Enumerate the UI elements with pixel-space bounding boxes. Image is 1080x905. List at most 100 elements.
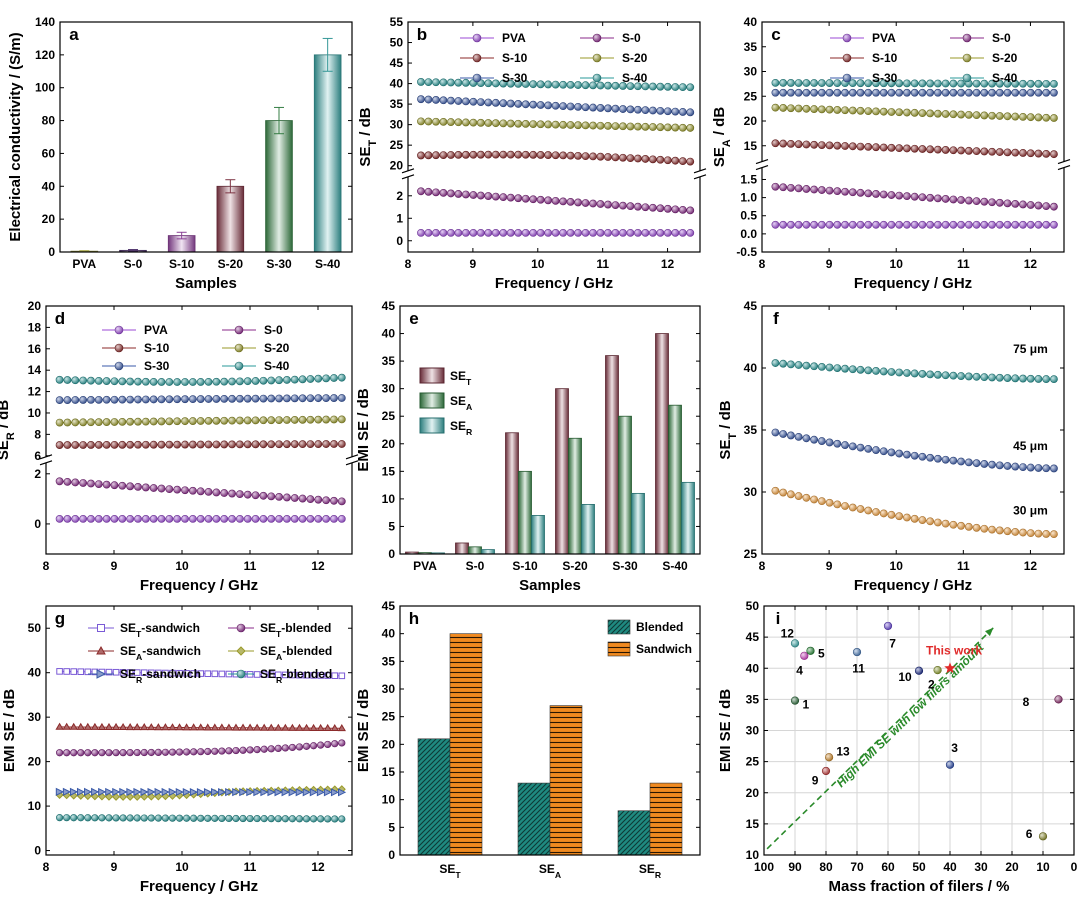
- data-point: [521, 100, 530, 109]
- data-point: [918, 88, 927, 97]
- data-point: [995, 88, 1004, 97]
- data-point: [1011, 200, 1020, 208]
- y-tick-label: 30: [746, 724, 760, 738]
- data-point: [204, 377, 213, 386]
- data-point: [1026, 201, 1035, 209]
- data-point: [228, 394, 236, 403]
- data-point: [980, 524, 989, 533]
- data-point: [566, 121, 575, 129]
- data-point: [260, 815, 268, 823]
- data-point: [686, 206, 695, 215]
- data-point: [322, 374, 331, 383]
- data-point: [980, 79, 989, 88]
- data-point: [856, 88, 865, 97]
- y-tick-label: 25: [744, 89, 758, 103]
- data-point: [949, 371, 958, 380]
- data-point: [604, 228, 612, 237]
- data-point: [134, 417, 142, 426]
- data-point: [802, 79, 811, 87]
- data-point: [910, 144, 919, 153]
- data-point: [957, 372, 965, 380]
- data-point: [182, 814, 191, 822]
- data-point: [536, 195, 545, 204]
- data-point: [817, 362, 826, 371]
- legend: PVA S-0 S-10 S-20 S-30 S-40: [830, 31, 1018, 85]
- data-point: [918, 109, 927, 118]
- y-axis-label: EMI SE / dB: [355, 689, 372, 773]
- data-point: [574, 151, 582, 160]
- y-tick-label: 14: [28, 363, 42, 377]
- data-point: [110, 515, 119, 523]
- data-point: [949, 195, 958, 204]
- data-point: [656, 204, 665, 213]
- data-point: [267, 671, 275, 678]
- data-point: [267, 788, 276, 797]
- data-point: [1034, 79, 1043, 88]
- data-point: [972, 220, 981, 229]
- data-point: [810, 362, 819, 371]
- data-point: [251, 515, 260, 523]
- data-point: [97, 624, 105, 632]
- data-point: [243, 490, 252, 499]
- data-point: [1003, 374, 1012, 382]
- x-tick-label: 11: [957, 257, 970, 271]
- data-point: [126, 792, 135, 801]
- legend-label: SEA: [450, 394, 472, 412]
- data-point: [161, 814, 170, 822]
- data-point: [417, 95, 425, 104]
- data-point: [87, 515, 95, 523]
- data-point: [544, 120, 553, 129]
- data-point: [887, 143, 896, 152]
- data-point: [566, 102, 575, 111]
- data-point: [141, 395, 150, 404]
- data-point: [506, 99, 515, 108]
- data-point: [211, 814, 219, 822]
- data-point: [295, 815, 304, 823]
- data-point: [196, 417, 205, 425]
- data-point: [283, 394, 291, 403]
- data-point: [1011, 148, 1020, 157]
- data-point: [611, 228, 620, 237]
- series-S-0: [771, 182, 1058, 211]
- data-point: [290, 394, 299, 403]
- data-point: [476, 98, 485, 107]
- data-point: [619, 122, 627, 131]
- axis-break-mark: [345, 460, 359, 466]
- data-point: [118, 395, 127, 404]
- data-point: [175, 787, 184, 797]
- data-point: [204, 515, 213, 523]
- data-point: [324, 815, 332, 823]
- data-point: [317, 741, 325, 749]
- data-point: [1050, 375, 1058, 384]
- y-axis-label: EMI SE / dB: [717, 689, 734, 773]
- data-point: [856, 188, 865, 197]
- data-point: [574, 121, 582, 130]
- data-point: [678, 205, 687, 214]
- data-point: [529, 150, 538, 159]
- data-point: [91, 814, 99, 822]
- y-tick-label: 1.0: [740, 191, 757, 205]
- data-point: [957, 88, 965, 97]
- category-label: S-20: [562, 559, 588, 573]
- data-point: [1019, 463, 1027, 472]
- legend-label: S-40: [264, 359, 290, 373]
- data-point: [298, 415, 307, 424]
- data-point: [802, 493, 811, 502]
- data-point: [678, 157, 687, 166]
- data-point: [165, 395, 174, 404]
- data-point: [848, 503, 857, 512]
- data-point: [842, 33, 852, 43]
- data-point: [149, 515, 158, 523]
- x-tick-label: 12: [311, 559, 325, 573]
- data-point: [169, 669, 176, 677]
- data-point: [306, 440, 315, 449]
- data-point: [165, 515, 174, 523]
- data-point: [833, 364, 842, 373]
- y-tick-label: 2: [396, 189, 403, 203]
- data-point: [283, 440, 291, 449]
- data-point: [289, 671, 296, 679]
- data-point: [634, 154, 642, 163]
- data-point: [77, 668, 85, 675]
- x-tick-label: 8: [43, 559, 50, 573]
